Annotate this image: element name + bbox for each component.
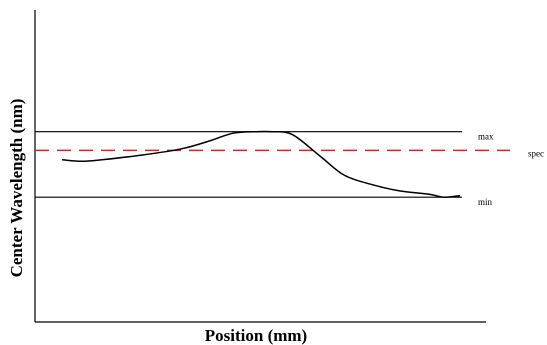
plot-area: max spec min — [34, 10, 544, 323]
reference-label-max: max — [478, 132, 494, 142]
x-axis-title: Position (mm) — [205, 326, 307, 345]
y-axis-title: Center Wavelength (nm) — [7, 99, 26, 278]
series-line-0 — [61, 130, 461, 198]
reference-labels: max spec min — [478, 132, 544, 208]
reference-label-spec: spec — [528, 148, 544, 158]
series-group — [61, 130, 461, 198]
reference-label-min: min — [478, 197, 493, 207]
reference-lines — [35, 131, 510, 198]
